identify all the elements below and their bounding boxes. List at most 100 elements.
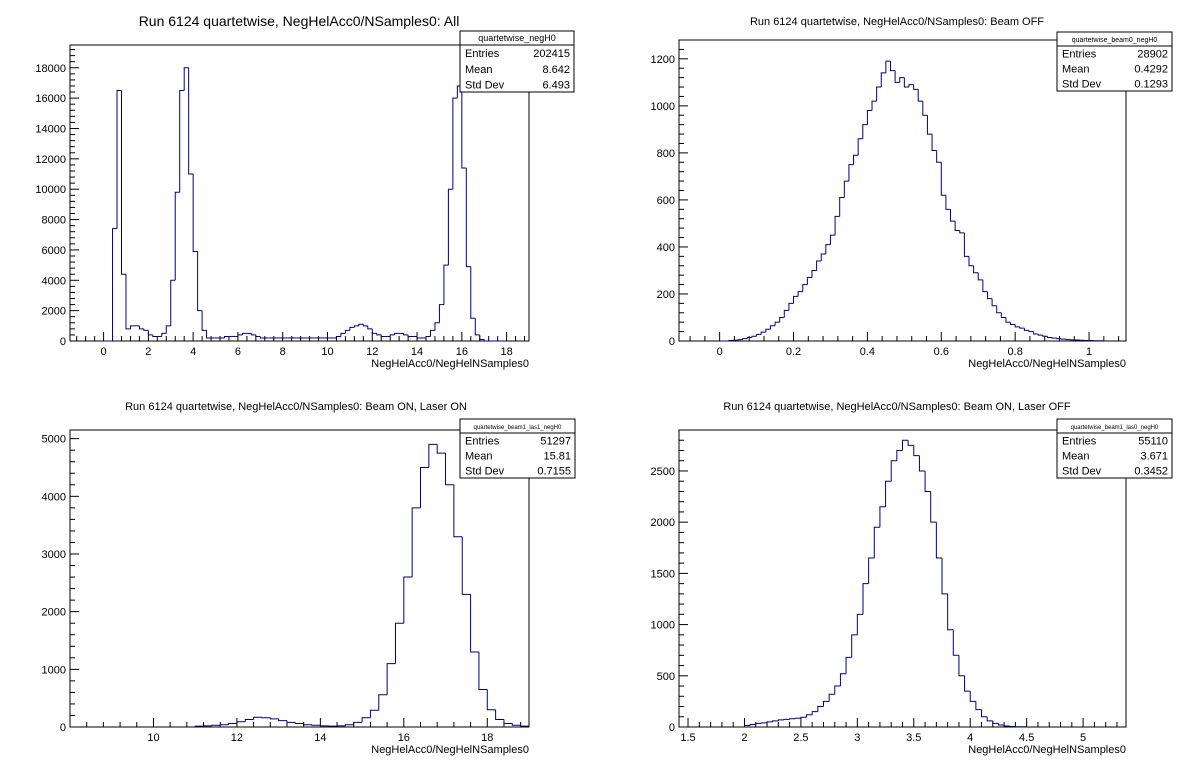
histogram-bin bbox=[742, 338, 748, 340]
stats-label: Entries bbox=[1062, 436, 1097, 448]
histogram-bin bbox=[902, 439, 909, 451]
histogram-bin bbox=[825, 244, 831, 254]
histogram-bin bbox=[250, 333, 256, 336]
histogram-bin bbox=[743, 724, 751, 727]
histogram-bin bbox=[1028, 330, 1034, 333]
x-tick-label: 18 bbox=[481, 732, 493, 744]
stats-label: Std Dev bbox=[1062, 466, 1102, 478]
histogram-bin bbox=[1023, 328, 1030, 331]
stats-label: Entries bbox=[1062, 49, 1097, 61]
histogram-bin bbox=[853, 154, 859, 165]
histogram-bin bbox=[228, 723, 237, 725]
histogram-bin bbox=[474, 318, 480, 336]
histogram-bin bbox=[913, 445, 920, 457]
stats-box-frame bbox=[459, 30, 575, 93]
histogram-bin bbox=[977, 272, 983, 281]
histogram-bin bbox=[834, 685, 841, 695]
stats-value: 202415 bbox=[533, 48, 570, 60]
histogram-bin bbox=[783, 718, 790, 720]
y-tick-label: 800 bbox=[657, 148, 675, 160]
histogram-bin bbox=[769, 325, 776, 330]
y-tick-label: 1000 bbox=[42, 664, 66, 676]
y-tick-label: 0 bbox=[60, 336, 66, 348]
y-tick-label: 6000 bbox=[42, 245, 66, 257]
histogram-bin bbox=[899, 77, 905, 83]
histogram-bin bbox=[361, 717, 371, 723]
histogram-bin bbox=[511, 723, 521, 726]
histogram-bin bbox=[760, 331, 766, 335]
histogram-bin bbox=[389, 334, 395, 337]
histogram-bin bbox=[1009, 725, 1016, 727]
y-tick-label: 400 bbox=[657, 242, 675, 254]
histogram-bin bbox=[1047, 336, 1053, 338]
histogram-bin bbox=[165, 325, 171, 334]
histogram-bin bbox=[161, 332, 167, 337]
y-tick-label: 200 bbox=[657, 289, 675, 301]
histogram-series bbox=[743, 439, 1028, 728]
histogram-bin bbox=[495, 709, 504, 721]
histogram-bin bbox=[386, 663, 396, 695]
histogram-bin bbox=[294, 722, 304, 725]
stats-value: 15.81 bbox=[543, 451, 571, 463]
histogram-bin bbox=[416, 336, 422, 339]
histogram-bin bbox=[958, 655, 965, 677]
histogram-bin bbox=[797, 291, 803, 297]
x-tick-label: 14 bbox=[411, 346, 423, 358]
y-tick-label: 0 bbox=[60, 722, 66, 734]
histogram-bin bbox=[303, 723, 313, 726]
histogram-bin bbox=[174, 191, 180, 281]
histogram-bin bbox=[828, 693, 835, 702]
histogram-bin bbox=[255, 334, 261, 337]
histogram-bin bbox=[817, 706, 824, 712]
histogram-bin bbox=[403, 333, 409, 336]
histogram-bin bbox=[120, 90, 126, 275]
histogram-bin bbox=[367, 325, 373, 330]
stats-box-frame bbox=[1056, 418, 1173, 479]
histogram-panel-4: Run 6124 quartetwise, NegHelAcc0/NSample… bbox=[651, 401, 1173, 756]
histogram-bin bbox=[907, 440, 914, 446]
histogram-bin bbox=[201, 310, 207, 331]
histogram-bin bbox=[992, 720, 999, 724]
histogram-bin bbox=[353, 325, 359, 328]
histogram-bin bbox=[129, 325, 135, 329]
histogram-series bbox=[194, 443, 530, 727]
histogram-bin bbox=[876, 86, 882, 102]
y-tick-label: 10000 bbox=[35, 184, 66, 196]
histogram-bin bbox=[755, 722, 762, 725]
histogram-bin bbox=[950, 209, 956, 222]
chart-title: Run 6124 quartetwise, NegHelAcc0/NSample… bbox=[139, 13, 460, 29]
histogram-bin bbox=[917, 89, 923, 102]
y-tick-label: 3000 bbox=[42, 549, 66, 561]
histogram-bin bbox=[344, 724, 354, 726]
x-tick-label: 8 bbox=[280, 346, 286, 358]
histogram-bin bbox=[820, 253, 826, 262]
histogram-bin bbox=[376, 333, 382, 336]
histogram-bin bbox=[461, 85, 467, 169]
stats-label: Mean bbox=[1062, 64, 1090, 76]
histogram-bin bbox=[806, 714, 813, 718]
histogram-bin bbox=[1019, 326, 1025, 329]
histogram-bin bbox=[760, 722, 768, 724]
histogram-bin bbox=[188, 67, 194, 175]
stats-box: quartetwise_beam1_las0_negH0 Entries 55110… bbox=[1056, 418, 1173, 479]
histogram-bin bbox=[358, 323, 364, 326]
histogram-bin bbox=[991, 298, 997, 307]
chart-title: Run 6124 quartetwise, NegHelAcc0/NSample… bbox=[125, 401, 467, 413]
histogram-bin bbox=[1000, 312, 1006, 318]
stats-label: Mean bbox=[465, 451, 493, 463]
x-tick-label: 12 bbox=[231, 732, 243, 744]
histogram-bin bbox=[945, 195, 951, 210]
histogram-bin bbox=[779, 316, 785, 323]
x-tick-label: 16 bbox=[398, 732, 410, 744]
histogram-bin bbox=[465, 167, 471, 268]
histogram-bin bbox=[211, 724, 221, 726]
stats-box-frame bbox=[1056, 31, 1173, 92]
histogram-panel-3: Run 6124 quartetwise, NegHelAcc0/NSample… bbox=[42, 401, 576, 756]
histogram-bin bbox=[237, 334, 243, 337]
x-tick-label: 0.2 bbox=[786, 346, 801, 358]
histogram-bin bbox=[868, 557, 875, 584]
plot-frame bbox=[69, 429, 530, 728]
x-tick-label: 10 bbox=[147, 732, 159, 744]
x-tick-label: 2 bbox=[145, 346, 151, 358]
histogram-bin bbox=[783, 309, 789, 318]
